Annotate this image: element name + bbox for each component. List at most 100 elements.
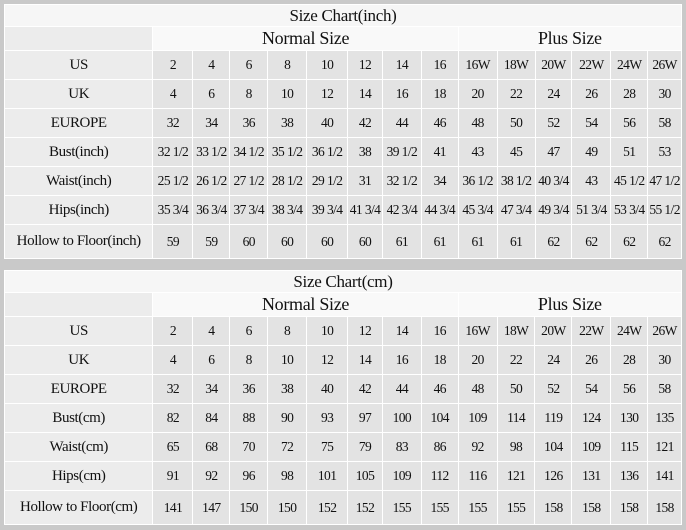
table-cell: 109 <box>457 403 498 433</box>
table-cell: 14 <box>381 316 422 346</box>
table-row: EUROPE 32 34 36 38 40 42 44 46 48 50 52 54 56 58 <box>3 374 682 404</box>
table-cell: 38 1/2 <box>496 166 536 196</box>
table-cell: 49 3/4 <box>534 195 573 225</box>
table-cell: 52 <box>534 374 573 404</box>
table-cell: 60 <box>306 224 349 259</box>
row-label: US <box>3 316 154 346</box>
table-cell: 53 3/4 <box>610 195 649 225</box>
row-label: Hips(cm) <box>3 461 154 491</box>
group-header-plus-size: Plus Size <box>457 26 683 51</box>
size-chart-inch: Size Chart(inch) Normal Size Plus Size US 2 4… <box>3 4 683 259</box>
table-row: Waist(cm) 65 68 70 72 75 79 83 86 92 98 104 109 115 12… <box>3 432 682 462</box>
table-cell: 58 <box>647 108 682 138</box>
table-cell: 26W <box>647 50 682 80</box>
table-cell: 47 3/4 <box>496 195 536 225</box>
table-cell: 52 <box>534 108 573 138</box>
table-cell: 10 <box>306 316 349 346</box>
table-cell: 4 <box>152 79 194 109</box>
row-label: Bust(cm) <box>3 403 154 433</box>
row-label: UK <box>3 79 154 109</box>
table-cell: 158 <box>534 490 573 525</box>
row-label: Hips(inch) <box>3 195 154 225</box>
table-cell: 40 3/4 <box>534 166 573 196</box>
table-cell: 100 <box>381 403 422 433</box>
table-cell: 47 <box>534 137 573 167</box>
table-cell: 41 <box>420 137 459 167</box>
table-row: EUROPE 32 34 36 38 40 42 44 46 48 50 52 54 56 58 <box>3 108 682 138</box>
table-cell: 20 <box>457 345 498 375</box>
table-cell: 38 3/4 <box>267 195 308 225</box>
table-cell: 62 <box>610 224 649 259</box>
table-cell: 124 <box>571 403 612 433</box>
table-cell: 22 <box>496 345 536 375</box>
table-cell: 35 3/4 <box>152 195 194 225</box>
table-cell: 158 <box>647 490 682 525</box>
size-chart-cm: Size Chart(cm) Normal Size Plus Size US 2 4 6 8… <box>3 270 683 525</box>
table-cell: 18 <box>420 79 459 109</box>
table-cell: 22W <box>571 50 612 80</box>
table-cell: 158 <box>610 490 649 525</box>
table-cell: 59 <box>192 224 231 259</box>
blank-header-cell <box>3 26 154 51</box>
table-cell: 98 <box>267 461 308 491</box>
row-label: EUROPE <box>3 108 154 138</box>
table-cell: 26W <box>647 316 682 346</box>
table-cell: 115 <box>610 432 649 462</box>
table-cell: 135 <box>647 403 682 433</box>
table-cell: 61 <box>420 224 459 259</box>
row-label: Hollow to Floor(inch) <box>3 224 154 259</box>
table-cell: 39 3/4 <box>306 195 349 225</box>
table-cell: 38 <box>267 374 308 404</box>
table-cell: 14 <box>347 345 383 375</box>
table-cell: 150 <box>267 490 308 525</box>
group-header-normal-size: Normal Size <box>152 26 459 51</box>
table-cell: 119 <box>534 403 573 433</box>
table-cell: 72 <box>267 432 308 462</box>
table-cell: 155 <box>457 490 498 525</box>
table-cell: 34 1/2 <box>229 137 269 167</box>
table-cell: 40 <box>306 108 349 138</box>
table-cell: 44 3/4 <box>420 195 459 225</box>
table-cell: 24 <box>534 79 573 109</box>
table-cell: 109 <box>381 461 422 491</box>
table-cell: 62 <box>534 224 573 259</box>
table-cell: 65 <box>152 432 194 462</box>
table-cell: 18 <box>420 345 459 375</box>
table-cell: 126 <box>534 461 573 491</box>
table-cell: 60 <box>267 224 308 259</box>
table-cell: 158 <box>571 490 612 525</box>
table-cell: 93 <box>306 403 349 433</box>
table-cell: 56 <box>610 108 649 138</box>
row-label: US <box>3 50 154 80</box>
table-cell: 109 <box>571 432 612 462</box>
table-row: US 2 4 6 8 10 12 14 16 16W 18W 20W 22W 24W 26W <box>3 50 682 80</box>
table-cell: 54 <box>571 374 612 404</box>
table-cell: 98 <box>496 432 536 462</box>
table-cell: 61 <box>381 224 422 259</box>
table-row: Bust(inch) 32 1/2 33 1/2 34 1/2 35 1/2 36 1/2… <box>3 137 682 167</box>
table-row: Hips(cm) 91 92 96 98 101 105 109 112 116 121 126 131… <box>3 461 682 491</box>
table-cell: 4 <box>192 316 231 346</box>
table-cell: 38 <box>267 108 308 138</box>
table-cell: 16 <box>420 50 459 80</box>
table-cell: 32 <box>152 374 194 404</box>
table-cell: 6 <box>192 345 231 375</box>
table-cell: 24W <box>610 50 649 80</box>
table-cell: 112 <box>420 461 459 491</box>
table-cell: 43 <box>457 137 498 167</box>
table-cell: 70 <box>229 432 269 462</box>
table-cell: 8 <box>267 316 308 346</box>
blank-header-cell <box>3 292 154 317</box>
table-cell: 61 <box>496 224 536 259</box>
table-cell: 44 <box>381 374 422 404</box>
table-cell: 4 <box>192 50 231 80</box>
table-cell: 150 <box>229 490 269 525</box>
table-cell: 16W <box>457 50 498 80</box>
table-cell: 8 <box>267 50 308 80</box>
table-cell: 16 <box>381 79 422 109</box>
table-cell: 58 <box>647 374 682 404</box>
table-cell: 27 1/2 <box>229 166 269 196</box>
table-cell: 20W <box>534 316 573 346</box>
row-label: EUROPE <box>3 374 154 404</box>
table-cell: 31 <box>347 166 383 196</box>
